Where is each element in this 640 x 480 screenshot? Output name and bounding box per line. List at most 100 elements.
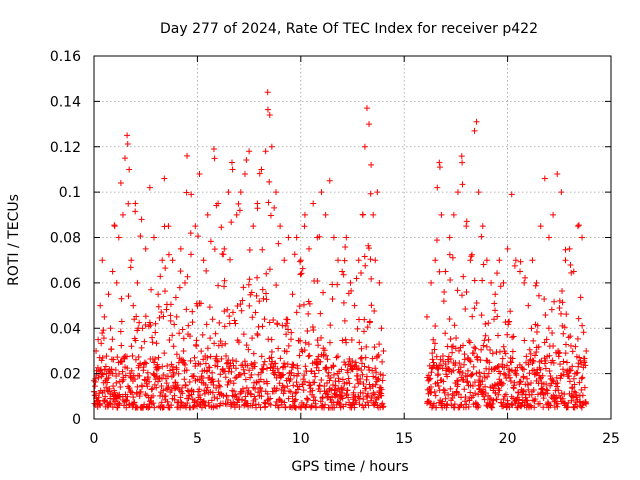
data-point xyxy=(262,148,269,155)
data-point-dense xyxy=(215,378,222,385)
data-point xyxy=(204,211,211,218)
data-point-dense xyxy=(460,273,467,280)
data-point-dense xyxy=(182,361,189,368)
data-point-dense xyxy=(124,140,131,147)
data-point-dense xyxy=(500,396,507,403)
data-point-dense xyxy=(371,391,378,398)
data-point-dense xyxy=(534,322,541,329)
data-point-dense xyxy=(539,372,546,379)
data-point-dense xyxy=(95,374,102,381)
data-point-dense xyxy=(280,371,287,378)
data-point-dense xyxy=(581,355,588,362)
data-point-dense xyxy=(571,388,578,395)
data-point-dense xyxy=(461,351,468,358)
data-point-dense xyxy=(158,309,165,316)
data-point-dense xyxy=(214,403,221,410)
data-point-dense xyxy=(346,399,353,406)
data-point-dense xyxy=(554,400,561,407)
data-point-dense xyxy=(97,402,104,409)
data-point-dense xyxy=(153,384,160,391)
data-point-dense xyxy=(148,401,155,408)
data-point-dense xyxy=(511,379,518,386)
data-point-dense xyxy=(228,219,235,226)
data-point-dense xyxy=(533,328,540,335)
data-point-dense xyxy=(260,361,267,368)
data-point-dense xyxy=(528,379,535,386)
data-point-dense xyxy=(569,348,576,355)
data-point xyxy=(264,89,271,96)
data-point-dense xyxy=(338,366,345,373)
data-point-dense xyxy=(351,404,358,411)
y-tick-labels: 0 0.02 0.04 0.06 0.08 0.1 0.12 0.14 0.16 xyxy=(50,49,81,428)
data-point-dense xyxy=(482,321,489,328)
data-point xyxy=(281,257,288,264)
data-point-dense xyxy=(314,361,321,368)
data-point-dense xyxy=(430,400,437,407)
data-point-dense xyxy=(582,362,589,369)
data-point-dense xyxy=(203,267,210,274)
data-point-dense xyxy=(568,269,575,276)
data-point-dense xyxy=(320,289,327,296)
data-point-dense xyxy=(296,352,303,359)
data-point-dense xyxy=(221,283,228,290)
data-point-dense xyxy=(373,369,380,376)
data-point-dense xyxy=(561,391,568,398)
data-point-dense xyxy=(289,393,296,400)
data-point-dense xyxy=(504,331,511,338)
data-point-dense xyxy=(189,319,196,326)
data-point-dense xyxy=(145,404,152,411)
data-point-dense xyxy=(341,257,348,264)
data-point-dense xyxy=(240,366,247,373)
data-point-dense xyxy=(301,223,308,230)
data-point xyxy=(339,268,346,275)
data-point-dense xyxy=(478,346,485,353)
data-point xyxy=(272,189,279,196)
data-point-dense xyxy=(183,306,190,313)
data-point-dense xyxy=(478,233,485,240)
data-point xyxy=(376,279,383,286)
data-point-dense xyxy=(471,305,478,312)
data-point-dense xyxy=(531,404,538,411)
data-point-dense xyxy=(369,383,376,390)
data-point-dense xyxy=(306,300,313,307)
data-point-dense xyxy=(558,398,565,405)
data-point-dense xyxy=(92,379,99,386)
data-point-dense xyxy=(460,342,467,349)
data-point-dense xyxy=(302,339,309,346)
data-point xyxy=(161,175,168,182)
data-point-dense xyxy=(236,207,243,214)
data-point-dense xyxy=(565,373,572,380)
data-point-dense xyxy=(175,359,182,366)
data-point-dense xyxy=(190,372,197,379)
data-point xyxy=(351,302,358,309)
data-point-dense xyxy=(469,371,476,378)
data-point xyxy=(266,111,273,118)
data-point-dense xyxy=(150,400,157,407)
data-point-dense xyxy=(435,371,442,378)
data-point-dense xyxy=(245,346,252,353)
data-point-dense xyxy=(204,345,211,352)
data-point-dense xyxy=(535,292,542,299)
data-point-dense xyxy=(509,355,516,362)
data-point xyxy=(374,189,381,196)
data-point-dense xyxy=(510,333,517,340)
data-point xyxy=(293,234,300,241)
data-point xyxy=(537,223,544,230)
data-point-dense xyxy=(358,270,365,277)
data-point-dense xyxy=(319,394,326,401)
data-point-dense xyxy=(305,353,312,360)
data-point-dense xyxy=(224,306,231,313)
data-point-dense xyxy=(442,330,449,337)
data-point xyxy=(370,211,377,218)
data-point xyxy=(250,223,257,230)
data-point xyxy=(99,257,106,264)
data-point-dense xyxy=(364,399,371,406)
data-point-dense xyxy=(209,316,216,323)
data-point xyxy=(566,245,573,252)
data-point-dense xyxy=(310,393,317,400)
data-point-dense xyxy=(379,358,386,365)
data-point-dense xyxy=(169,363,176,370)
data-point-dense xyxy=(326,377,333,384)
data-point xyxy=(221,245,228,252)
data-point-dense xyxy=(197,300,204,307)
